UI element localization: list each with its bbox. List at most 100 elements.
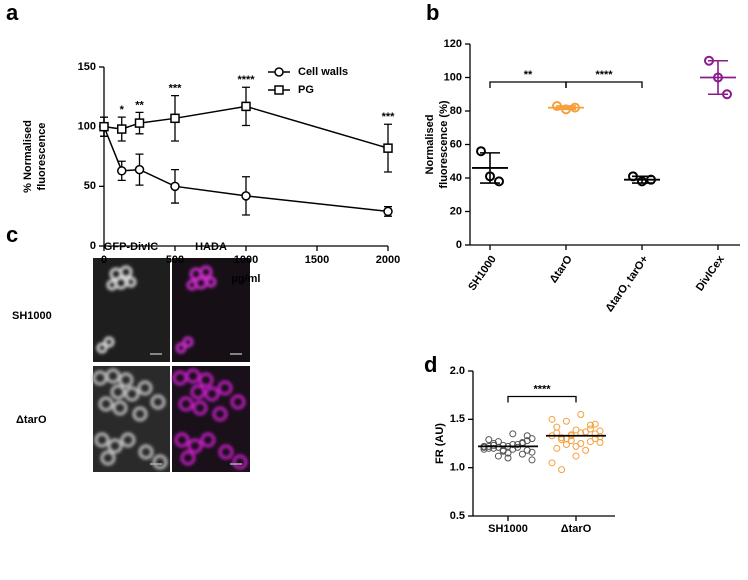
y-tick-label: 2.0 — [450, 365, 465, 377]
data-point — [504, 449, 512, 457]
y-tick-label: 0 — [90, 240, 96, 252]
cells — [96, 265, 137, 354]
data-point — [558, 466, 566, 474]
y-axis-label: Normalised — [424, 115, 436, 175]
x-tick-label: ΔtarO — [561, 523, 592, 535]
comparison-bracket — [565, 81, 643, 88]
x-tick-label: DivICex — [694, 253, 727, 294]
data-point — [528, 456, 536, 464]
y-tick-label: 1.0 — [450, 462, 465, 474]
panel-label: d — [424, 352, 437, 377]
micrographs — [92, 258, 250, 472]
y-axis-label: FR (AU) — [434, 423, 446, 464]
y-tick-label: 100 — [444, 71, 462, 83]
data-point — [494, 452, 502, 460]
x-tick-label: 500 — [166, 254, 184, 266]
marker — [170, 181, 180, 192]
y-tick-label: 120 — [444, 38, 462, 50]
data-point — [553, 423, 561, 431]
cells — [175, 265, 217, 354]
data-point — [485, 436, 493, 444]
y-tick-label: 100 — [78, 121, 96, 133]
data-point — [494, 176, 504, 187]
x-tick-label: 0 — [101, 254, 107, 266]
panel-label: a — [6, 0, 19, 25]
significance: *** — [382, 111, 396, 123]
data-point — [523, 432, 531, 440]
data-point — [480, 443, 488, 451]
x-tick-label: SH1000 — [488, 523, 528, 535]
legend-label: PG — [298, 84, 314, 96]
data-point — [577, 411, 585, 418]
y-axis-label: % Normalised — [22, 120, 34, 193]
marker — [170, 113, 180, 124]
y-tick-label: 40 — [450, 172, 462, 184]
column-label: HADA — [195, 241, 227, 253]
marker — [117, 124, 127, 134]
y-tick-label: 150 — [78, 61, 96, 73]
data-point — [562, 417, 570, 425]
significance: **** — [595, 69, 613, 81]
y-axis-label: fluorescence (%) — [438, 100, 450, 188]
column-label: GFP-DivIC — [104, 241, 158, 253]
legend-marker — [274, 67, 284, 77]
data-point — [476, 146, 486, 157]
marker — [241, 191, 251, 201]
series-line — [103, 126, 389, 213]
comparison-bracket — [489, 81, 567, 88]
data-point — [553, 444, 561, 452]
legend-label: Cell walls — [298, 66, 348, 78]
x-tick-label: 1000 — [234, 254, 258, 266]
significance: ** — [135, 99, 144, 111]
y-axis-label: fluorescence — [36, 123, 48, 191]
data-point — [528, 448, 536, 456]
data-point — [548, 459, 556, 467]
significance: **** — [237, 74, 255, 86]
data-point — [490, 444, 498, 452]
data-point — [499, 441, 507, 449]
cells — [92, 368, 168, 470]
data-point — [586, 421, 594, 429]
data-point — [494, 443, 502, 451]
y-tick-label: 0 — [456, 239, 462, 251]
legend-marker — [274, 85, 284, 95]
data-point — [514, 443, 522, 451]
x-tick-label: 2000 — [376, 254, 400, 266]
significance: *** — [169, 83, 183, 95]
data-point — [558, 434, 566, 442]
y-tick-label: 80 — [450, 105, 462, 117]
x-tick-label: ΔtarO, tarO+ — [603, 254, 651, 315]
data-point — [490, 441, 498, 449]
marker — [241, 101, 251, 112]
comparison-bracket — [507, 395, 577, 403]
data-point — [577, 440, 585, 447]
y-tick-label: 0.5 — [450, 510, 465, 522]
marker — [99, 121, 109, 132]
panel-label: b — [426, 0, 439, 25]
significance: ** — [524, 69, 533, 81]
marker — [117, 166, 127, 176]
data-point — [591, 420, 599, 428]
data-point — [509, 430, 517, 438]
x-axis-label: µg/ml — [232, 273, 261, 285]
x-tick-label: 1500 — [305, 254, 329, 266]
x-tick-label: ΔtarO — [547, 253, 575, 285]
row-label: ΔtarO — [16, 414, 47, 426]
marker — [383, 143, 393, 153]
marker — [134, 164, 145, 175]
data-point — [548, 415, 556, 423]
data-point — [572, 452, 580, 460]
data-point — [596, 439, 604, 447]
data-point — [582, 446, 590, 454]
y-tick-label: 60 — [450, 138, 462, 150]
significance: **** — [533, 383, 551, 395]
data-point — [504, 454, 512, 462]
marker — [134, 118, 145, 128]
y-tick-label: 20 — [450, 205, 462, 217]
data-point — [514, 440, 522, 448]
y-tick-label: 1.5 — [450, 413, 465, 425]
data-point — [518, 450, 526, 458]
marker — [383, 206, 393, 217]
x-tick-label: SH1000 — [466, 254, 499, 293]
